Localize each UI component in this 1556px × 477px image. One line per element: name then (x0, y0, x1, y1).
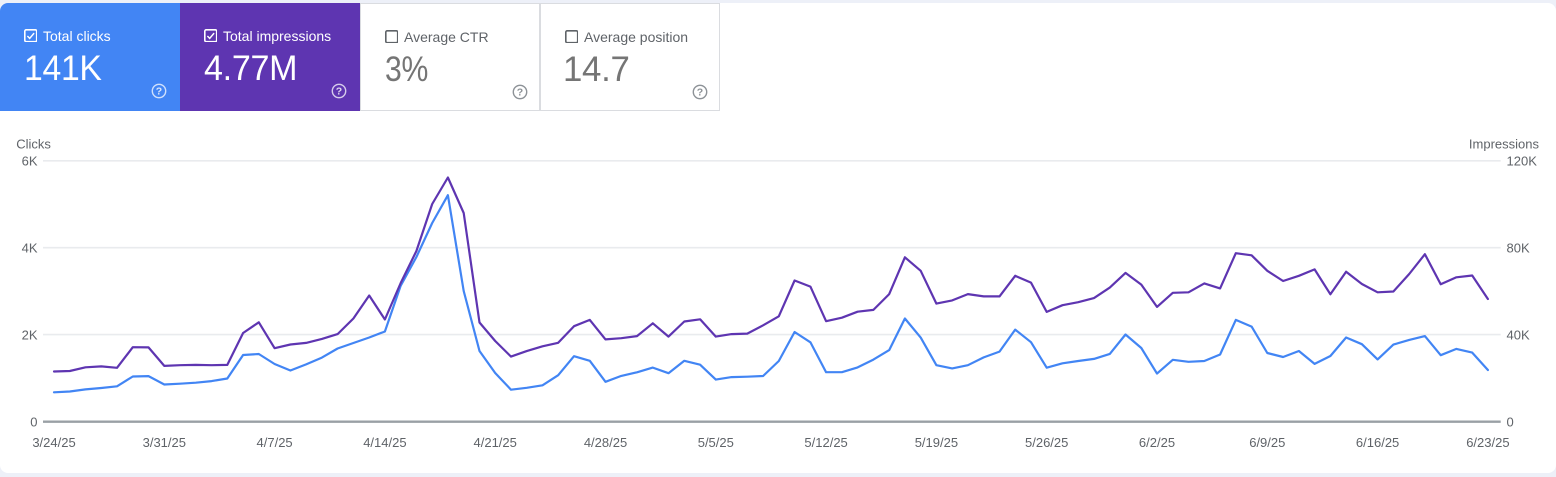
svg-text:5/26/25: 5/26/25 (1025, 435, 1068, 450)
svg-text:?: ? (517, 86, 523, 98)
svg-text:5/19/25: 5/19/25 (915, 435, 958, 450)
svg-text:3/31/25: 3/31/25 (143, 435, 186, 450)
svg-text:0: 0 (1507, 414, 1514, 429)
svg-text:5/5/25: 5/5/25 (698, 435, 734, 450)
svg-text:40K: 40K (1507, 327, 1530, 342)
svg-text:Clicks: Clicks (16, 136, 51, 151)
svg-text:?: ? (336, 85, 342, 97)
svg-text:5/12/25: 5/12/25 (804, 435, 847, 450)
svg-text:0: 0 (30, 414, 37, 429)
svg-text:120K: 120K (1507, 154, 1538, 169)
svg-text:4/21/25: 4/21/25 (474, 435, 517, 450)
svg-text:6/16/25: 6/16/25 (1356, 435, 1399, 450)
svg-text:4/28/25: 4/28/25 (584, 435, 627, 450)
svg-text:80K: 80K (1507, 240, 1530, 255)
svg-text:6/9/25: 6/9/25 (1249, 435, 1285, 450)
svg-text:?: ? (156, 85, 162, 97)
svg-text:?: ? (697, 86, 703, 98)
svg-text:4K: 4K (22, 240, 38, 255)
svg-text:4/14/25: 4/14/25 (363, 435, 406, 450)
svg-text:6K: 6K (22, 154, 38, 169)
svg-text:6/2/25: 6/2/25 (1139, 435, 1175, 450)
svg-text:2K: 2K (22, 327, 38, 342)
svg-text:3/24/25: 3/24/25 (32, 435, 75, 450)
svg-text:6/23/25: 6/23/25 (1466, 435, 1509, 450)
svg-text:Impressions: Impressions (1469, 136, 1540, 151)
svg-text:4/7/25: 4/7/25 (257, 435, 293, 450)
